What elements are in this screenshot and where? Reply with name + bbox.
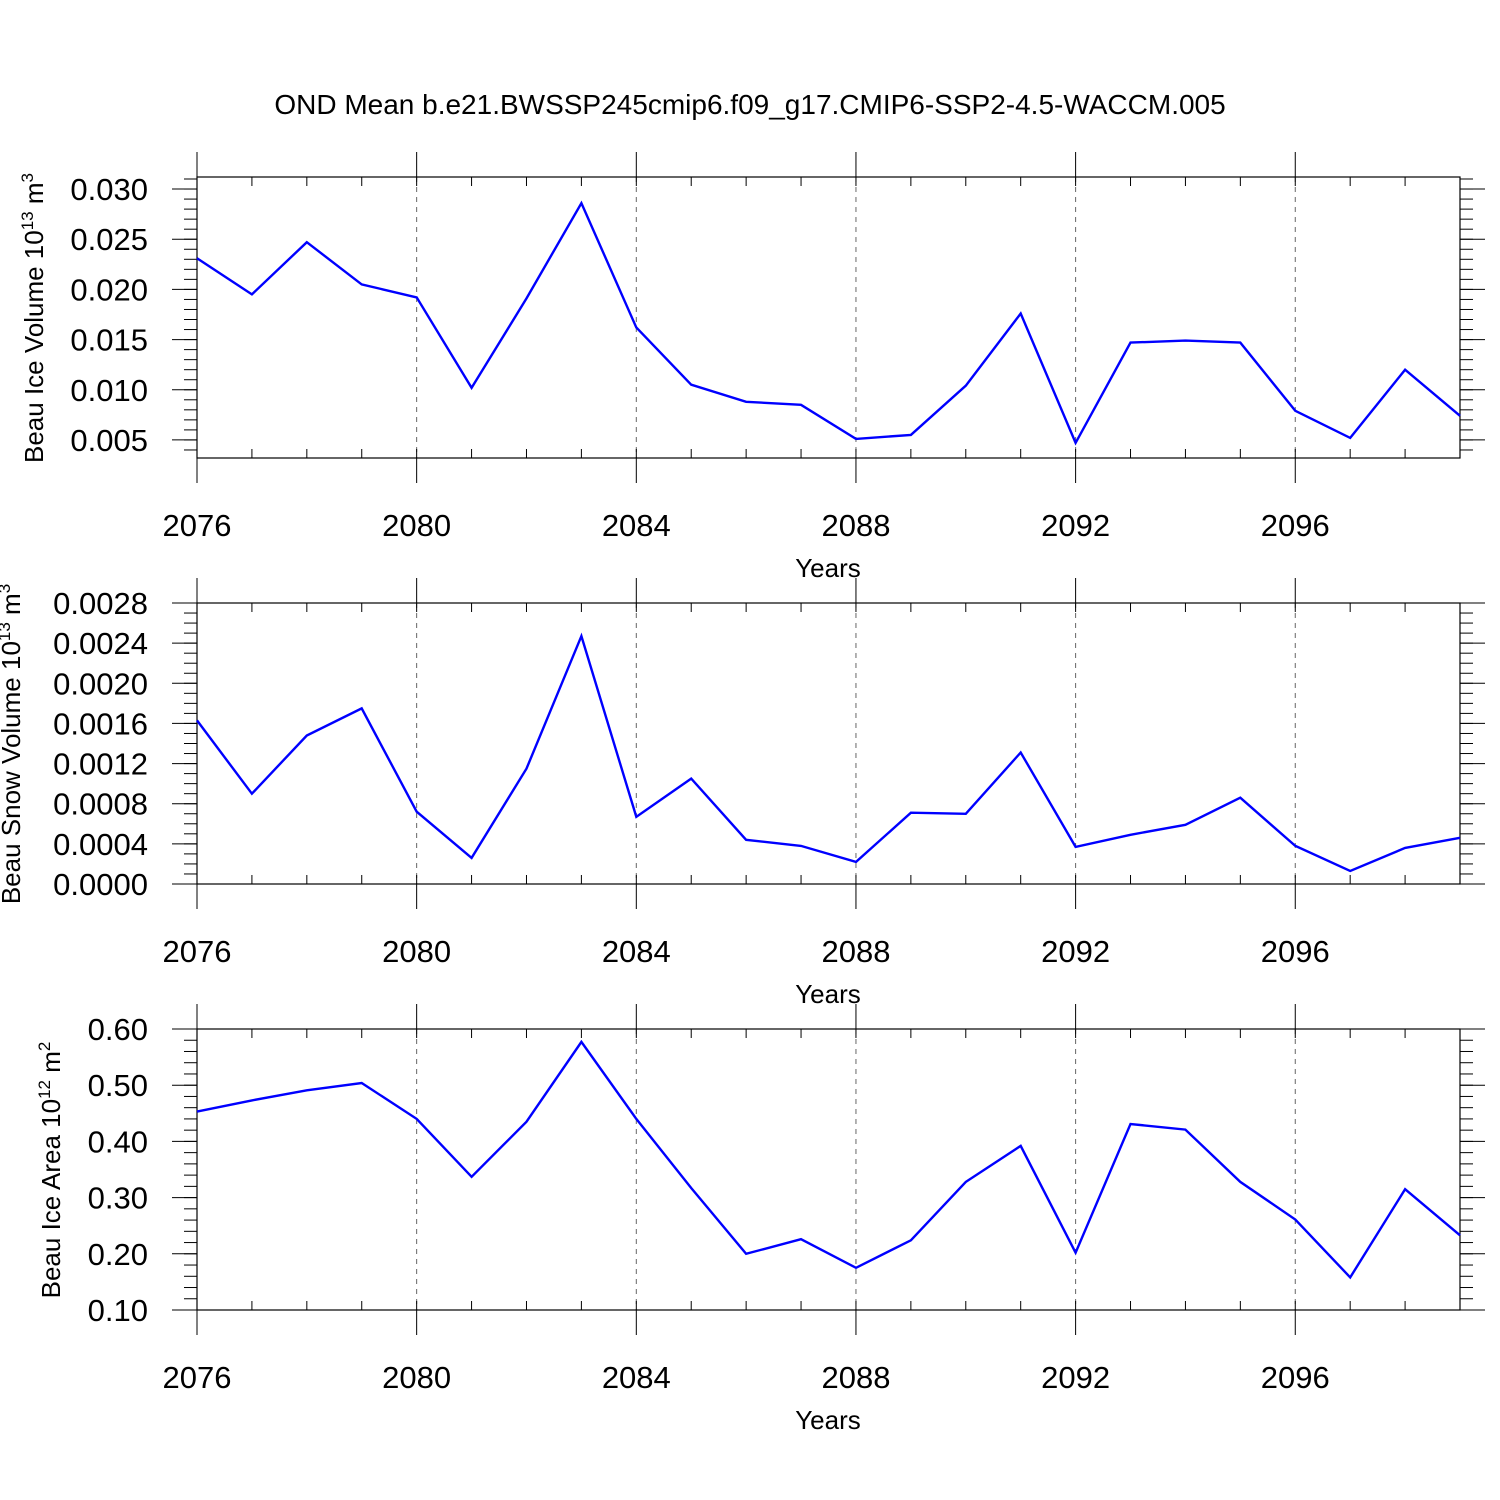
ice-area-y-tick-label: 0.30: [88, 1181, 148, 1216]
snow-volume-y-tick-label: 0.0028: [53, 586, 148, 621]
ice-volume-series-line: [196, 200, 1461, 446]
snow-volume-x-axis-label: Years: [795, 979, 861, 1009]
ice-area-panel: Beau Ice Area 1012 m2 Years 2076 2080 2084…: [35, 1004, 1485, 1435]
ice-area-y-tick-label: 0.20: [88, 1237, 148, 1272]
ice-volume-y-axis-label: Beau Ice Volume 1013 m3: [18, 173, 49, 463]
snow-volume-x-tick-label: 2076: [163, 934, 232, 969]
ice-area-x-tick-label: 2076: [163, 1360, 232, 1395]
ice-area-x-tick-label: 2092: [1041, 1360, 1110, 1395]
ice-volume-y-tick-label: 0.030: [70, 172, 148, 207]
ice-area-y-axis-label: Beau Ice Area 1012 m2: [35, 1042, 66, 1299]
snow-volume-x-tick-label: 2080: [382, 934, 451, 969]
ice-volume-y-tick-label: 0.010: [70, 373, 148, 408]
snow-volume-y-tick-label: 0.0004: [53, 827, 148, 862]
ice-area-x-tick-label: 2084: [602, 1360, 671, 1395]
ice-area-y-tick-label: 0.10: [88, 1293, 148, 1328]
ice-volume-x-tick-label: 2096: [1261, 508, 1330, 543]
snow-volume-series-line: [196, 632, 1461, 873]
ice-volume-y-tick-label: 0.015: [70, 323, 148, 358]
ice-area-y-tick-label: 0.40: [88, 1124, 148, 1159]
ice-area-x-tick-label: 2080: [382, 1360, 451, 1395]
ice-area-x-axis-label: Years: [795, 1405, 861, 1435]
snow-volume-y-tick-label: 0.0024: [53, 626, 148, 661]
snow-volume-plot-frame: [196, 602, 1461, 885]
snow-volume-x-tick-label: 2092: [1041, 934, 1110, 969]
ice-volume-x-tick-label: 2080: [382, 508, 451, 543]
snow-volume-panel: Beau Snow Volume 1013 m3 Years 2076 2080 2…: [0, 578, 1485, 1009]
ice-area-series-line: [196, 1039, 1461, 1280]
ice-volume-plot-frame: [196, 176, 1461, 459]
ice-volume-y-tick-label: 0.005: [70, 423, 148, 458]
ice-area-x-tick-label: 2096: [1261, 1360, 1330, 1395]
figure-title: OND Mean b.e21.BWSSP245cmip6.f09_g17.CMI…: [274, 89, 1225, 120]
snow-volume-y-tick-label: 0.0016: [53, 706, 148, 741]
ice-volume-x-tick-label: 2084: [602, 508, 671, 543]
ice-volume-x-tick-label: 2092: [1041, 508, 1110, 543]
snow-volume-x-tick-label: 2088: [821, 934, 890, 969]
snow-volume-x-tick-label: 2096: [1261, 934, 1330, 969]
ice-area-y-tick-label: 0.60: [88, 1012, 148, 1047]
ice-volume-y-tick-label: 0.020: [70, 272, 148, 307]
ice-volume-panel: Beau Ice Volume 1013 m3 Years 2076 2080 20…: [18, 152, 1485, 583]
ice-area-y-tick-label: 0.50: [88, 1068, 148, 1103]
ice-volume-x-tick-label: 2076: [163, 508, 232, 543]
ice-volume-x-axis-label: Years: [795, 553, 861, 583]
snow-volume-y-tick-label: 0.0020: [53, 666, 148, 701]
snow-volume-y-tick-label: 0.0008: [53, 787, 148, 822]
snow-volume-y-axis-label: Beau Snow Volume 1013 m3: [0, 584, 26, 904]
snow-volume-x-tick-label: 2084: [602, 934, 671, 969]
snow-volume-y-tick-label: 0.0012: [53, 747, 148, 782]
snow-volume-y-tick-label: 0.0000: [53, 867, 148, 902]
ice-area-plot-frame: [196, 1028, 1461, 1311]
ice-area-x-tick-label: 2088: [821, 1360, 890, 1395]
ice-volume-y-tick-label: 0.025: [70, 222, 148, 257]
ice-volume-x-tick-label: 2088: [821, 508, 890, 543]
